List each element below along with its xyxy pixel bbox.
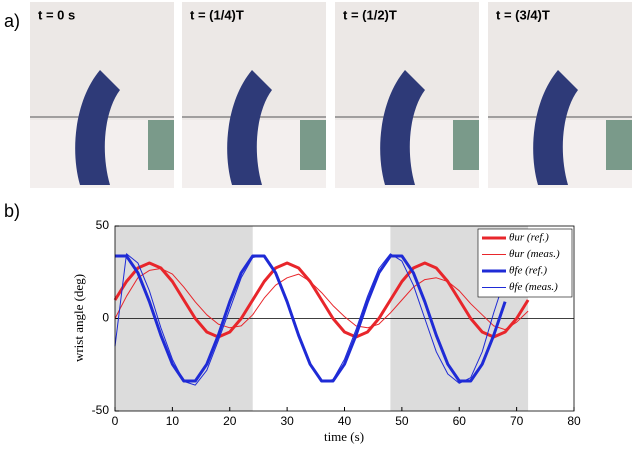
y-tick-label: 0: [102, 311, 109, 325]
y-tick-label: -50: [92, 403, 110, 417]
plot-frame: [114, 225, 575, 412]
x-tick-label: 0: [112, 414, 119, 428]
robot-arm: [533, 70, 578, 185]
x-tick-label: 50: [395, 414, 409, 428]
photo-caption: t = (1/2)T: [343, 7, 397, 22]
photo-caption: t = (3/4)T: [496, 7, 550, 22]
panel-label: a): [4, 11, 20, 31]
x-tick-label: 30: [280, 414, 294, 428]
photo-caption: t = (1/4)T: [190, 7, 244, 22]
panel-label: b): [4, 201, 20, 221]
x-tick-label: 10: [166, 414, 180, 428]
electronics: [148, 120, 174, 170]
x-tick-label: 70: [510, 414, 524, 428]
electronics: [453, 120, 479, 170]
series-line: [114, 253, 506, 386]
legend-box: [477, 228, 573, 298]
electronics: [606, 120, 632, 170]
robot-arm: [75, 70, 120, 185]
x-tick-label: 60: [453, 414, 467, 428]
robot-arm: [227, 70, 272, 185]
legend-label: θfe (ref.): [509, 265, 547, 277]
legend-label: θfe (meas.): [509, 281, 558, 293]
x-tick-label: 80: [567, 414, 581, 428]
x-tick-label: 40: [338, 414, 352, 428]
legend-label: θur (meas.): [509, 248, 560, 260]
photo-caption: t = 0 s: [38, 7, 75, 22]
x-axis-label: time (s): [324, 429, 364, 444]
y-tick-label: 50: [96, 218, 110, 232]
electronics: [300, 120, 326, 170]
series-line: [114, 268, 529, 331]
legend-label: θur (ref.): [509, 232, 549, 244]
robot-arm: [380, 70, 425, 185]
y-axis-label: wrist angle (deg): [71, 274, 86, 362]
series-line: [113, 261, 530, 339]
x-tick-label: 20: [223, 414, 237, 428]
